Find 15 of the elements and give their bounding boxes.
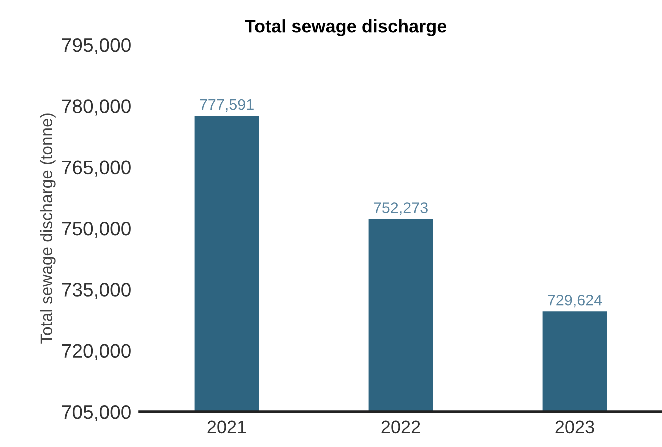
y-axis-title: Total sewage discharge (tonne) (40, 114, 56, 344)
y-tick-label: 765,000 (62, 160, 131, 177)
y-tick-label: 735,000 (62, 283, 131, 300)
text: 752,273 (374, 202, 428, 216)
x-tick-label: 2023 (556, 420, 594, 434)
x-tick-label: 2021 (208, 420, 246, 434)
y-tick-label: 780,000 (62, 100, 131, 116)
text: 729,624 (548, 294, 602, 308)
text: 777,591 (200, 99, 254, 112)
y-tick-label: 705,000 (62, 405, 131, 422)
x-tick-label: 2022 (382, 420, 420, 434)
y-tick-label: 750,000 (62, 222, 131, 238)
y-tick-label: 720,000 (62, 344, 131, 360)
y-tick-label: 795,000 (62, 38, 131, 55)
chart-title: Total sewage discharge (245, 20, 447, 36)
